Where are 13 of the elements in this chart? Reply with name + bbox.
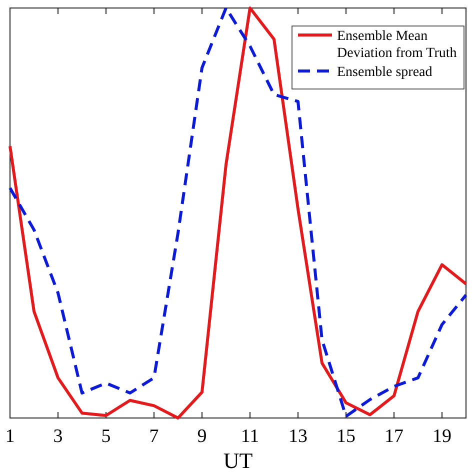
x-tick-label: 7 <box>149 426 159 447</box>
x-tick-label: 5 <box>101 426 111 447</box>
x-tick-label: 13 <box>288 426 308 447</box>
x-axis-title: UT <box>223 448 254 473</box>
x-tick-label: 17 <box>384 426 404 447</box>
x-tick-label: 9 <box>197 426 207 447</box>
legend-label: Ensemble spread <box>337 65 432 80</box>
x-tick-label: 19 <box>432 426 452 447</box>
x-tick-label: 15 <box>336 426 356 447</box>
x-tick-label: 1 <box>5 426 15 447</box>
x-tick-label: 11 <box>240 426 260 447</box>
legend-label: Ensemble Mean Deviation from Truth <box>337 29 457 61</box>
x-tick-label: 3 <box>53 426 63 447</box>
